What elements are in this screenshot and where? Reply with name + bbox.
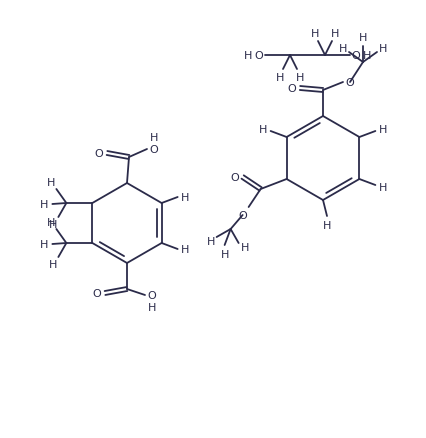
Text: O: O	[345, 78, 354, 88]
Text: H: H	[379, 125, 388, 135]
Text: H: H	[276, 73, 284, 83]
Text: H: H	[296, 73, 304, 83]
Text: H: H	[49, 219, 58, 230]
Text: H: H	[40, 240, 49, 249]
Text: O: O	[288, 84, 296, 94]
Text: H: H	[339, 44, 347, 54]
Text: H: H	[220, 249, 229, 259]
Text: H: H	[47, 218, 55, 227]
Text: O: O	[238, 211, 247, 220]
Text: H: H	[181, 244, 189, 254]
Text: H: H	[379, 183, 388, 193]
Text: H: H	[207, 237, 215, 247]
Text: H: H	[148, 302, 156, 312]
Text: H: H	[331, 29, 339, 39]
Text: H: H	[40, 200, 49, 209]
Text: O: O	[150, 145, 158, 155]
Text: H: H	[259, 125, 267, 135]
Text: H: H	[181, 193, 189, 202]
Text: O: O	[148, 290, 156, 300]
Text: H: H	[379, 44, 387, 54]
Text: H: H	[323, 220, 331, 230]
Text: O: O	[255, 51, 263, 61]
Text: H: H	[150, 133, 158, 143]
Text: H: H	[244, 51, 252, 61]
Text: O: O	[351, 51, 360, 61]
Text: H: H	[311, 29, 319, 39]
Text: H: H	[47, 177, 55, 187]
Text: H: H	[363, 51, 371, 61]
Text: H: H	[49, 259, 58, 269]
Text: H: H	[359, 33, 367, 43]
Text: H: H	[240, 243, 249, 252]
Text: O: O	[95, 148, 104, 159]
Text: O: O	[230, 173, 239, 183]
Text: O: O	[92, 288, 101, 298]
